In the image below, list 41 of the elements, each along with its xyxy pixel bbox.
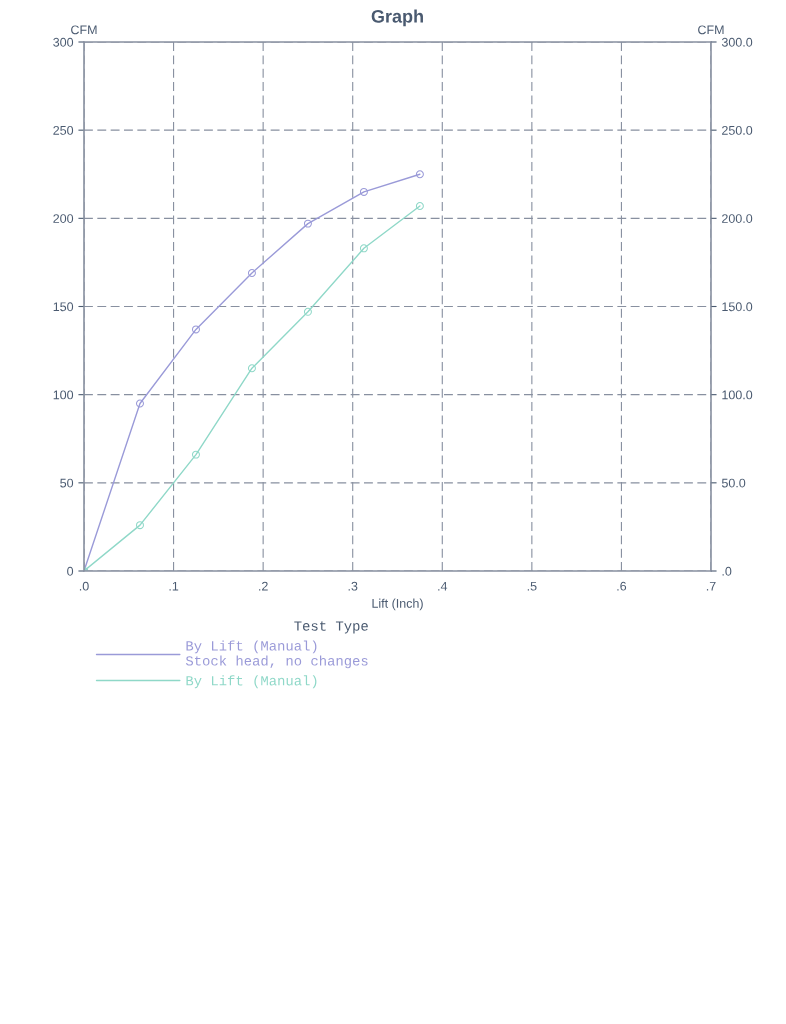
y-tick-label: 150: [53, 302, 74, 312]
chart-title: Graph: [371, 9, 423, 27]
point: [303, 219, 312, 228]
x-tick-label: .6: [617, 581, 627, 591]
point: [359, 187, 368, 196]
text: By Lift (Manual) Stock head, no changes: [185, 640, 368, 669]
y2-tick-label: 150.0: [722, 302, 753, 312]
point: [247, 269, 256, 277]
y2-tick-label: .0: [722, 566, 732, 576]
y2-tick-label: 200.0: [722, 214, 753, 223]
y-tick-label: 250: [53, 125, 74, 135]
y2-tick-label: 100.0: [722, 390, 753, 400]
point: [415, 202, 424, 210]
point: [247, 364, 256, 373]
text: By Lift (Manual): [186, 675, 317, 689]
x-tick-label: .3: [348, 581, 358, 591]
y2-tick-label: 50.0: [721, 478, 746, 488]
x-tick-label: .1: [169, 581, 179, 591]
y-tick-label: 100: [53, 390, 74, 400]
point: [303, 307, 312, 316]
x-tick-label: .4: [438, 581, 448, 591]
point: [191, 450, 200, 459]
point: [415, 170, 424, 179]
x-tick-label: .2: [259, 581, 268, 591]
legend-title: Test Type: [294, 621, 368, 634]
point: [135, 399, 144, 408]
point: [191, 325, 200, 334]
y2-axis-title: CFM: [698, 25, 724, 35]
x-tick-label: .0: [79, 581, 89, 591]
y-tick-label: 50: [60, 478, 74, 488]
x-tick-label: .5: [527, 581, 537, 591]
y-tick-label: 0: [67, 566, 74, 576]
y-tick-label: 300: [53, 37, 74, 47]
x-axis-title: Lift (Inch): [372, 598, 423, 611]
point: [135, 521, 144, 530]
y-axis-title: CFM: [71, 25, 97, 35]
y2-tick-label: 300.0: [721, 37, 753, 47]
x-tick-label: .7: [706, 581, 716, 591]
y2-tick-label: 250.0: [722, 125, 753, 135]
point: [359, 244, 368, 253]
y-tick-label: 200: [53, 214, 74, 223]
